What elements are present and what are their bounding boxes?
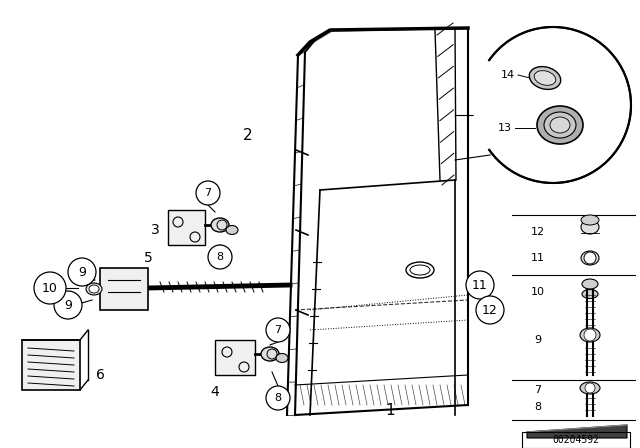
Ellipse shape [581,251,599,265]
Ellipse shape [226,225,238,234]
Ellipse shape [261,347,279,361]
Circle shape [584,329,596,341]
Ellipse shape [529,67,561,90]
Ellipse shape [581,215,599,225]
Ellipse shape [537,106,583,144]
Circle shape [68,258,96,286]
Text: 6: 6 [95,368,104,382]
Text: 8: 8 [275,393,282,403]
Ellipse shape [276,353,288,362]
Circle shape [466,271,494,299]
Text: 10: 10 [531,287,545,297]
Text: 7: 7 [275,325,282,335]
Text: 7: 7 [534,385,541,395]
Ellipse shape [581,220,599,234]
Circle shape [266,386,290,410]
Ellipse shape [550,117,570,133]
Text: 8: 8 [534,402,541,412]
Circle shape [476,296,504,324]
Text: 9: 9 [534,335,541,345]
Wedge shape [473,59,553,151]
Polygon shape [527,425,627,438]
Ellipse shape [580,382,600,394]
Circle shape [584,252,596,264]
Text: 5: 5 [143,251,152,265]
Text: 12: 12 [531,227,545,237]
Ellipse shape [580,328,600,342]
Ellipse shape [86,283,102,295]
Circle shape [266,318,290,342]
Text: 9: 9 [78,266,86,279]
Ellipse shape [211,218,229,232]
Text: 11: 11 [472,279,488,292]
Text: 1: 1 [385,402,395,418]
Circle shape [196,181,220,205]
Circle shape [34,272,66,304]
Ellipse shape [582,279,598,289]
Ellipse shape [89,285,99,293]
Text: 9: 9 [64,298,72,311]
Text: 7: 7 [204,188,212,198]
Text: 14: 14 [501,70,515,80]
Text: 3: 3 [150,223,159,237]
Ellipse shape [582,289,598,298]
Text: 00204592: 00204592 [552,435,600,445]
Polygon shape [100,268,148,310]
Polygon shape [22,340,80,390]
Circle shape [54,291,82,319]
Polygon shape [168,210,205,245]
Polygon shape [215,340,255,375]
Ellipse shape [544,112,576,138]
Text: 13: 13 [498,123,512,133]
Text: 10: 10 [42,281,58,294]
Text: 2: 2 [243,128,253,142]
Circle shape [475,27,631,183]
Circle shape [208,245,232,269]
Text: 8: 8 [216,252,223,262]
Circle shape [585,383,595,393]
Text: 12: 12 [482,303,498,316]
Text: 11: 11 [531,253,545,263]
Text: 4: 4 [211,385,220,399]
Ellipse shape [534,71,556,85]
